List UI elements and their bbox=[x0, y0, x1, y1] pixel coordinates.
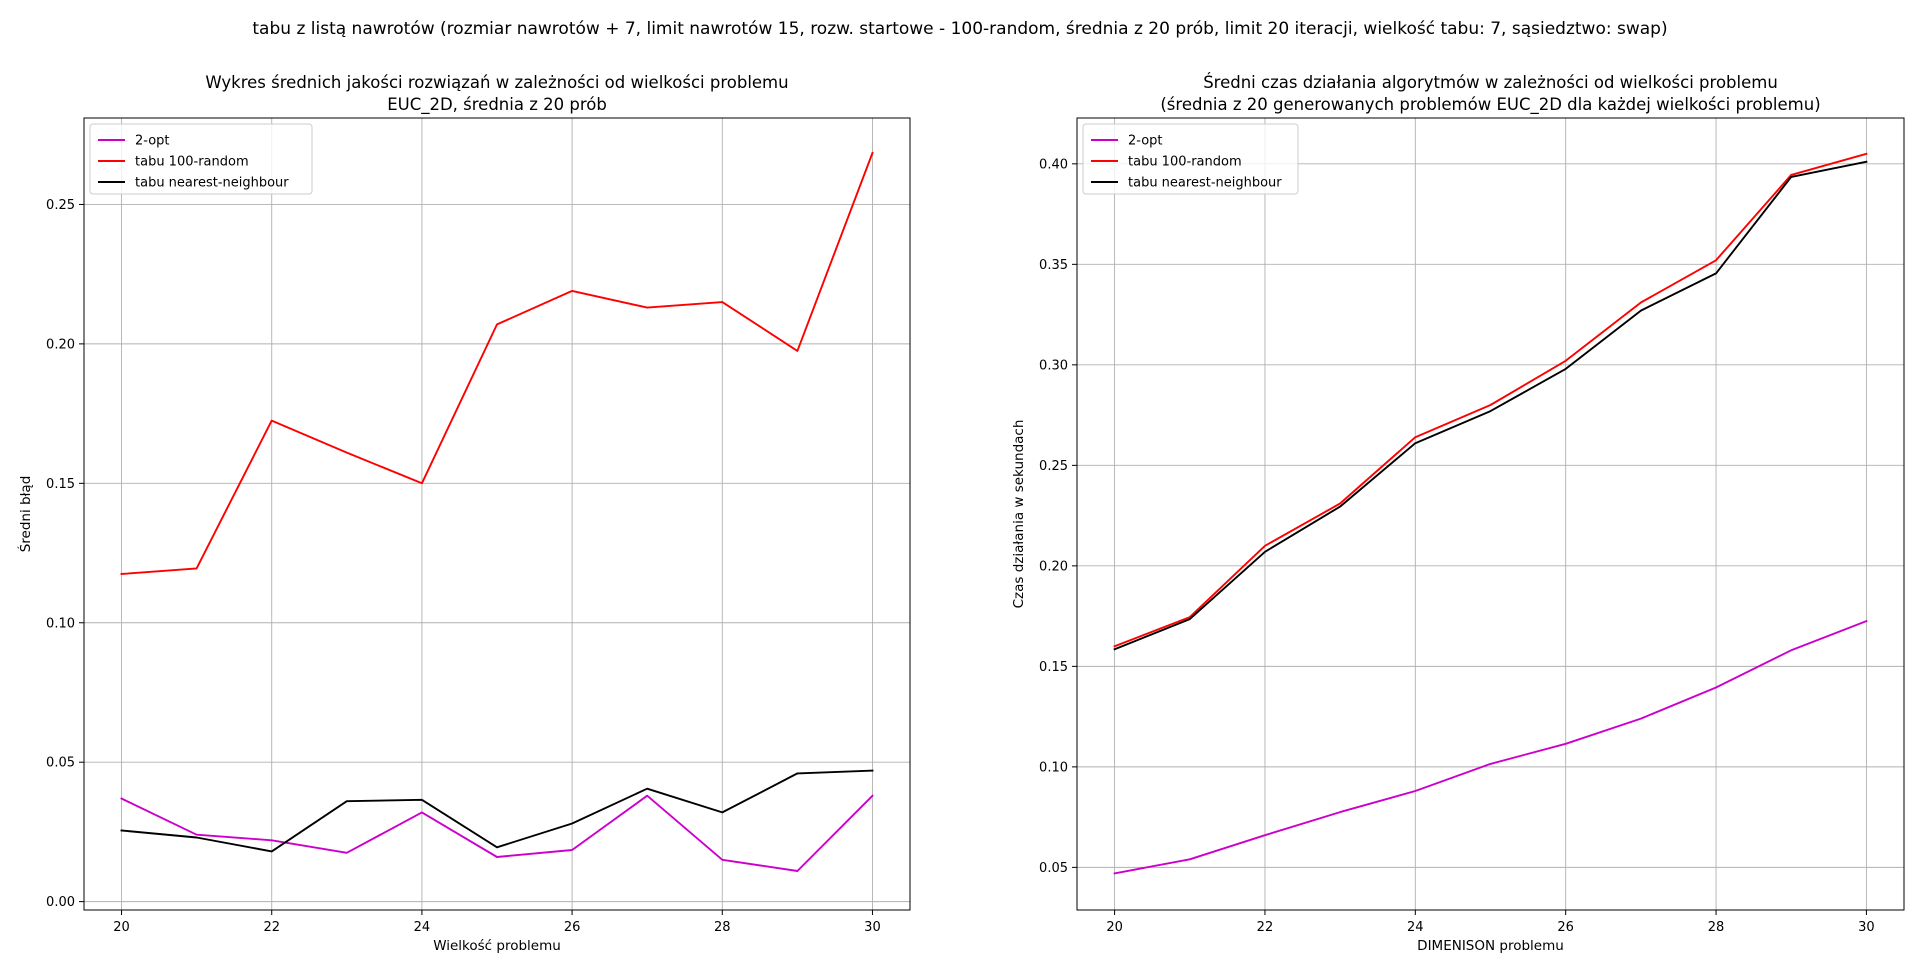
figure-suptitle: tabu z listą nawrotów (rozmiar nawrotów … bbox=[252, 19, 1667, 39]
y-tick-label: 0.30 bbox=[1039, 358, 1068, 373]
x-tick-label: 30 bbox=[864, 920, 881, 935]
x-tick-label: 28 bbox=[714, 920, 731, 935]
x-tick-label: 26 bbox=[1557, 920, 1574, 935]
chart-title: Średni czas działania algorytmów w zależ… bbox=[1203, 73, 1778, 92]
series-line-tabu-100-random bbox=[120, 151, 874, 576]
x-tick-label: 20 bbox=[1106, 920, 1123, 935]
legend-label: 2-opt bbox=[135, 134, 170, 149]
legend: 2-opt tabu 100-random tabu nearest-neighbo… bbox=[89, 123, 313, 195]
series-line-2-opt bbox=[120, 794, 874, 872]
x-tick-label: 24 bbox=[1407, 920, 1424, 935]
x-tick-label: 24 bbox=[414, 920, 431, 935]
x-tick-label: 22 bbox=[1257, 920, 1274, 935]
chart-panel-runtime: Średni czas działania algorytmów w zależ… bbox=[1011, 73, 1905, 954]
y-tick-label: 0.15 bbox=[46, 477, 75, 492]
y-tick-label: 0.35 bbox=[1039, 258, 1068, 273]
x-axis-label: Wielkość problemu bbox=[433, 938, 561, 954]
legend-label: tabu nearest-neighbour bbox=[135, 176, 289, 191]
y-axis-label: Czas działania w sekundach bbox=[1011, 420, 1027, 609]
y-tick-label: 0.25 bbox=[46, 198, 75, 213]
series-line-tabu-100-random bbox=[1113, 152, 1868, 648]
y-tick-label: 0.05 bbox=[1039, 861, 1068, 876]
chart-subtitle: EUC_2D, średnia z 20 prób bbox=[387, 95, 607, 115]
y-tick-label: 0.20 bbox=[1039, 559, 1068, 574]
plot-frame bbox=[83, 117, 911, 911]
y-tick-label: 0.05 bbox=[46, 756, 75, 771]
y-tick-label: 0.15 bbox=[1039, 660, 1068, 675]
grid-lines bbox=[1077, 118, 1904, 910]
chart-subtitle: (średnia z 20 generowanych problemów EUC… bbox=[1160, 95, 1820, 115]
legend-box bbox=[89, 123, 313, 195]
series-line-tabu-nearest-neighbour bbox=[1113, 160, 1868, 651]
y-tick-label: 0.10 bbox=[46, 616, 75, 631]
y-tick-label: 0.25 bbox=[1039, 459, 1068, 474]
legend-label: 2-opt bbox=[1128, 134, 1163, 149]
x-tick-label: 28 bbox=[1708, 920, 1725, 935]
legend: 2-opt tabu 100-random tabu nearest-neighbo… bbox=[1082, 123, 1299, 195]
chart-title: Wykres średnich jakości rozwiązań w zale… bbox=[205, 73, 788, 92]
y-tick-label: 0.10 bbox=[1039, 760, 1068, 775]
y-axis-label: Średni błąd bbox=[16, 476, 34, 553]
y-tick-label: 0.20 bbox=[46, 337, 75, 352]
grid-lines bbox=[84, 118, 910, 910]
y-tick-label: 0.00 bbox=[46, 895, 75, 910]
chart-panel-error: Wykres średnich jakości rozwiązań w zale… bbox=[16, 73, 911, 954]
x-tick-label: 22 bbox=[263, 920, 280, 935]
x-axis-label: DIMENISON problemu bbox=[1417, 938, 1564, 954]
legend-label: tabu 100-random bbox=[135, 155, 249, 170]
y-tick-label: 0.40 bbox=[1039, 157, 1068, 172]
plot-frame bbox=[1076, 117, 1905, 911]
legend-label: tabu 100-random bbox=[1128, 155, 1242, 170]
legend-label: tabu nearest-neighbour bbox=[1128, 176, 1282, 191]
legend-box bbox=[1082, 123, 1299, 195]
x-tick-label: 20 bbox=[113, 920, 130, 935]
x-tick-label: 30 bbox=[1858, 920, 1875, 935]
x-tick-label: 26 bbox=[564, 920, 581, 935]
series-line-2-opt bbox=[1113, 619, 1868, 875]
series-line-tabu-nearest-neighbour bbox=[120, 769, 874, 853]
